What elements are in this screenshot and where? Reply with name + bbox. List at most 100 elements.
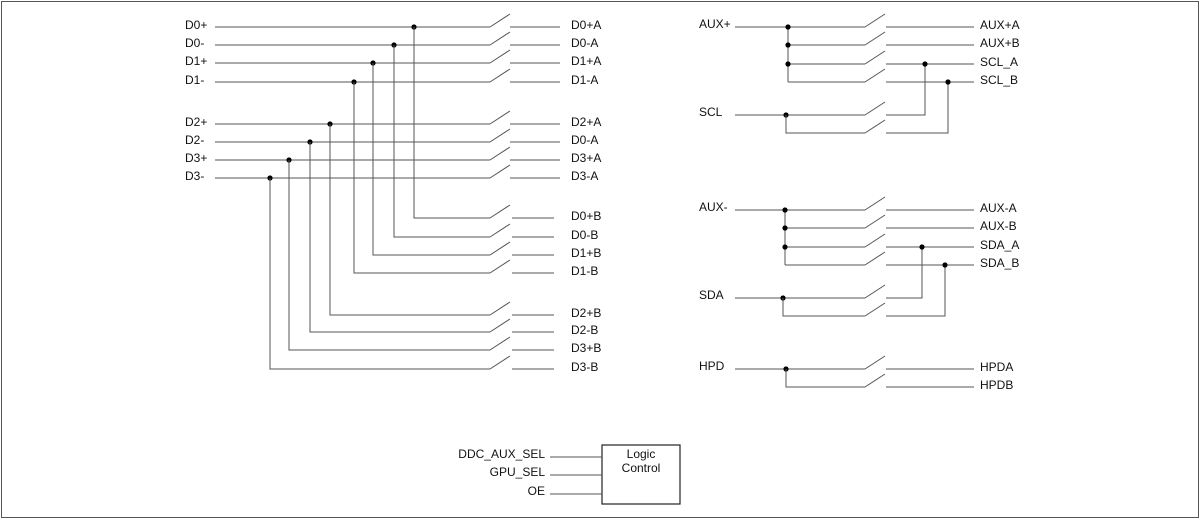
label: D3+A <box>571 151 601 165</box>
junction-dot <box>785 42 791 48</box>
switch-contact <box>489 110 511 125</box>
label: AUX+ <box>699 17 731 31</box>
switch-contact <box>489 31 511 46</box>
switch-contact <box>864 101 886 116</box>
wire <box>269 178 490 370</box>
label: AUX+B <box>980 36 1020 50</box>
label: D1+A <box>571 54 601 68</box>
label: SCL_A <box>980 55 1018 69</box>
label: D1+B <box>571 246 601 260</box>
wire <box>886 82 949 134</box>
label: AUX-A <box>980 201 1017 215</box>
label: Logic <box>627 447 656 461</box>
label: D3-B <box>571 360 598 374</box>
label: D0+A <box>571 18 601 32</box>
label: D0+B <box>571 209 601 223</box>
label: D2- <box>185 133 204 147</box>
label: Control <box>622 461 661 475</box>
label: D3- <box>185 169 204 183</box>
label: D3+B <box>571 341 601 355</box>
wire <box>785 115 865 134</box>
wire <box>372 63 490 256</box>
junction-dot <box>782 225 788 231</box>
label: SCL <box>699 105 723 119</box>
switch-contact <box>864 251 886 266</box>
switch-contact <box>489 204 511 219</box>
wire <box>329 124 490 316</box>
wire <box>309 142 490 333</box>
junction-dot <box>785 24 791 30</box>
junction-dot <box>782 207 788 213</box>
switch-contact <box>489 49 511 64</box>
label: D0+ <box>185 18 207 32</box>
wire <box>886 265 946 317</box>
wire <box>782 298 865 317</box>
switch-contact <box>864 68 886 83</box>
label: HPDA <box>980 360 1013 374</box>
switch-contact <box>489 259 511 274</box>
label: D2+B <box>571 306 601 320</box>
switch-contact <box>489 13 511 28</box>
label: AUX- <box>699 200 728 214</box>
switch-contact <box>864 119 886 134</box>
label: SDA <box>699 288 724 302</box>
switch-contact <box>864 13 886 28</box>
wire <box>785 369 865 388</box>
label: D1+ <box>185 54 207 68</box>
switch-contact <box>864 50 886 65</box>
label: D0- <box>185 36 204 50</box>
switch-contact <box>489 68 511 83</box>
label: D2+ <box>185 115 207 129</box>
switch-contact <box>489 223 511 238</box>
junction-dot <box>922 61 928 67</box>
switch-contact <box>864 355 886 370</box>
switch-contact <box>864 214 886 229</box>
wire <box>353 82 490 274</box>
switch-contact <box>489 336 511 351</box>
label: D2+A <box>571 115 601 129</box>
label: D1- <box>185 73 204 87</box>
switch-contact <box>489 128 511 143</box>
wire <box>393 45 490 238</box>
switch-contact <box>489 318 511 333</box>
switch-contact <box>864 31 886 46</box>
label: DDC_AUX_SEL <box>458 447 545 461</box>
label: GPU_SEL <box>490 465 546 479</box>
label: D0-A <box>571 133 598 147</box>
switch-contact <box>489 241 511 256</box>
switch-contact <box>489 301 511 316</box>
junction-dot <box>782 244 788 250</box>
switch-contact <box>864 196 886 211</box>
junction-dot <box>945 79 951 85</box>
wire <box>886 64 926 116</box>
label: SDA_B <box>980 256 1019 270</box>
junction-dot <box>919 244 925 250</box>
label: D1-B <box>571 264 598 278</box>
switch-contact <box>864 233 886 248</box>
logic-control-block <box>601 444 681 505</box>
label: D0-B <box>571 228 598 242</box>
label: OE <box>528 484 545 498</box>
switch-contact <box>864 302 886 317</box>
switch-contact <box>864 373 886 388</box>
switch-contact <box>864 284 886 299</box>
label: SDA_A <box>980 238 1019 252</box>
wire <box>413 27 490 219</box>
label: AUX+A <box>980 18 1020 32</box>
switch-contact <box>489 164 511 179</box>
label: HPD <box>699 359 725 373</box>
switch-contact <box>489 146 511 161</box>
label: D1-A <box>571 73 598 87</box>
junction-dot <box>942 262 948 268</box>
label: D3-A <box>571 169 598 183</box>
wire <box>886 247 923 299</box>
junction-dot <box>785 61 791 67</box>
label: D2-B <box>571 323 598 337</box>
label: AUX-B <box>980 219 1017 233</box>
label: HPDB <box>980 378 1013 392</box>
label: D3+ <box>185 151 207 165</box>
wire <box>288 160 490 351</box>
label: D0-A <box>571 36 598 50</box>
